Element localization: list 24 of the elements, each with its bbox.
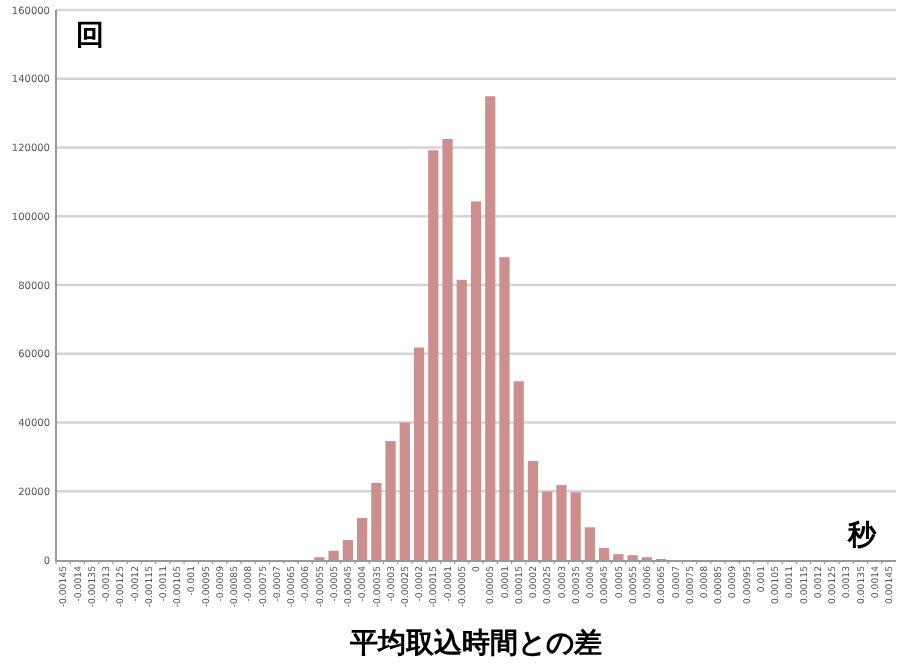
bar (385, 441, 396, 560)
bar (485, 96, 496, 560)
bar (328, 550, 339, 560)
bar (599, 547, 610, 560)
bar (428, 150, 439, 560)
y-axis-title: 回 (76, 20, 104, 52)
bar (556, 485, 567, 560)
bar (371, 483, 382, 560)
bar (542, 491, 553, 560)
bar (356, 518, 368, 560)
bar (413, 347, 425, 560)
bar (499, 257, 510, 560)
bar (570, 492, 581, 560)
annotation: 秒 (846, 520, 878, 552)
bar (613, 554, 624, 560)
bar (513, 381, 524, 560)
bar (399, 422, 410, 560)
bar (442, 138, 453, 560)
bar (527, 461, 539, 560)
bar (470, 201, 482, 560)
bar (342, 540, 353, 560)
x-axis-title: 平均取込時間との差 (348, 628, 602, 660)
bar (584, 527, 596, 560)
bar (456, 279, 467, 560)
